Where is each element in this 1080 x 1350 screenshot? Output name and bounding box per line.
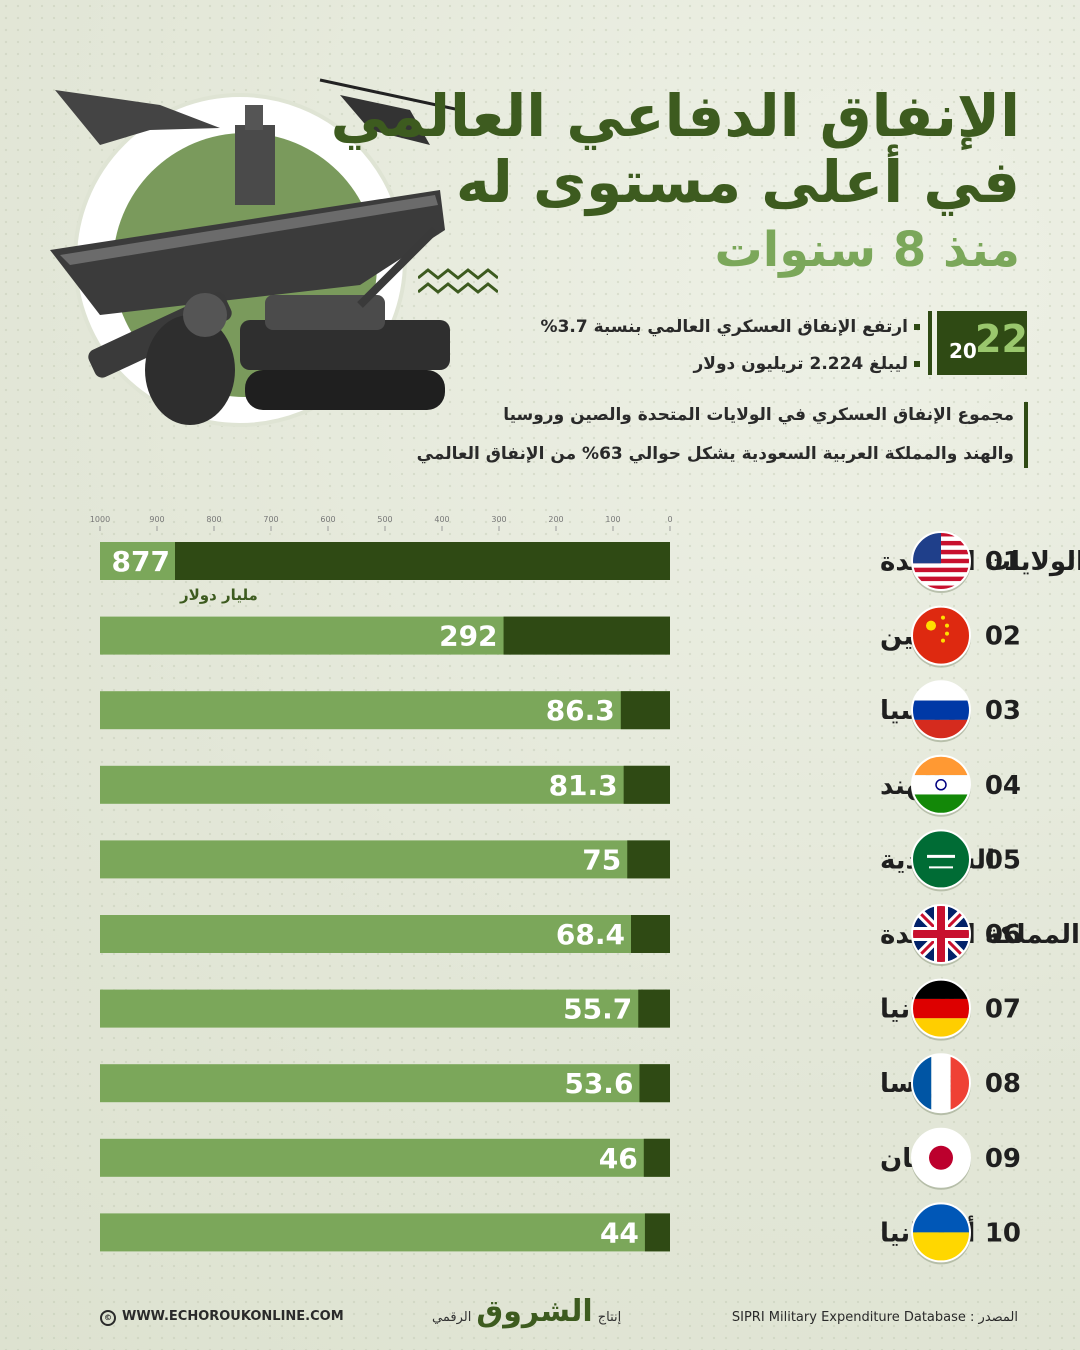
rank-number: 03 (985, 696, 1021, 726)
bar-track (100, 1138, 670, 1177)
source-footer: المصدر : SIPRI Military Expenditure Data… (731, 1310, 1018, 1325)
year-prefix: 20 (949, 339, 977, 363)
bar-value-label: 86.3 (546, 694, 615, 727)
bar-value (644, 1213, 670, 1252)
bar-value (503, 616, 670, 655)
uk-flag-icon (912, 905, 970, 963)
tick-label: 0 (667, 515, 672, 524)
rank-number: 08 (985, 1069, 1021, 1099)
china-flag-icon (912, 606, 970, 665)
zigzag-decoration (418, 268, 498, 294)
tick-label: 800 (206, 515, 221, 524)
bullet-icon (914, 324, 920, 330)
flag-ring (911, 605, 971, 666)
bar-track (100, 989, 670, 1028)
flag-ring (911, 1202, 971, 1263)
flag-ring (911, 978, 971, 1039)
rank-number: 07 (985, 995, 1021, 1025)
military-illustration (50, 78, 460, 427)
bar-value (639, 1064, 670, 1103)
highlight-text: ليبلغ 2.224 تريليون دولار (693, 354, 908, 374)
bar-track (100, 691, 670, 730)
bar-value-label: 44 (600, 1216, 639, 1249)
rank-number: 02 (985, 622, 1021, 652)
bar-track (100, 1213, 670, 1252)
rank-number: 09 (985, 1144, 1021, 1174)
bar-value (638, 989, 670, 1028)
japan-flag-icon (912, 1128, 970, 1187)
flag-ring (911, 754, 971, 815)
highlight-text: ارتفع الإنفاق العسكري العالمي بنسبة 3.7% (540, 317, 908, 337)
flag-ring (911, 1053, 971, 1114)
bar-track (100, 1064, 670, 1103)
bar-value (631, 915, 670, 953)
saudi-flag-icon (912, 830, 970, 889)
country-name: الولايات المتحدة (880, 547, 1080, 577)
accent-bar (1024, 402, 1028, 468)
brand-logo: الشروق (476, 1294, 593, 1329)
flag-ring (911, 829, 971, 890)
brand-prefix: إنتاج (597, 1310, 622, 1325)
rank-number: 10 (985, 1218, 1021, 1248)
tick-label: 900 (149, 515, 164, 524)
bar-value (170, 542, 671, 580)
tick-label: 300 (491, 515, 506, 524)
bar-value-label: 292 (439, 620, 497, 653)
tick-label: 200 (548, 515, 563, 524)
accent-bar (928, 311, 932, 375)
website-text: WWW.ECHOROUKONLINE.COM (122, 1309, 344, 1324)
highlight-3: مجموع الإنفاق العسكري في الولايات المتحد… (503, 405, 1014, 425)
title-line-1: الإنفاق الدفاعي العالمي (330, 82, 1020, 150)
bullet-icon (914, 361, 920, 367)
bar-value-label: 877 (112, 545, 170, 578)
rank-number: 05 (985, 845, 1021, 875)
bar-track (100, 840, 670, 879)
bar-value-label: 81.3 (549, 769, 618, 802)
title-line-2: في أعلى مستوى له (455, 148, 1020, 216)
country-name: المملكة المتحدة (880, 920, 1080, 950)
highlight-4: والهند والمملكة العربية السعودية يشكل حو… (416, 444, 1014, 464)
bar-value-label: 55.7 (563, 993, 632, 1026)
rank-number: 04 (985, 771, 1021, 801)
year-badge: 20 22 (937, 311, 1028, 375)
rank-number: 06 (985, 920, 1021, 950)
label-box (100, 542, 175, 580)
flag-ring (911, 531, 971, 591)
tick-label: 100 (605, 515, 620, 524)
tick-label: 700 (263, 515, 278, 524)
title-line-3: منذ 8 سنوات (714, 222, 1020, 278)
copyright-icon: © (100, 1310, 116, 1326)
bar-value-label: 75 (582, 843, 621, 876)
tick-label: 400 (434, 515, 449, 524)
tick-label: 1000 (90, 515, 110, 524)
flag-ring (911, 680, 971, 741)
rank-number: 01 (985, 547, 1021, 577)
tick-label: 600 (320, 515, 335, 524)
highlight-2: ليبلغ 2.224 تريليون دولار (694, 354, 920, 374)
brand-footer: إنتاج الشروق الرقمي (432, 1294, 621, 1329)
year-suffix: 22 (975, 317, 1028, 361)
bar-track (100, 915, 670, 953)
brand-suffix: الرقمي (432, 1310, 472, 1325)
bar-value (623, 765, 670, 804)
flag-ring (911, 1127, 971, 1188)
unit-label: مليار دولار (179, 586, 258, 604)
website-footer: © WWW.ECHOROUKONLINE.COM (100, 1309, 344, 1326)
bar-value (643, 1138, 670, 1177)
bar-value-label: 53.6 (564, 1067, 633, 1100)
tick-label: 500 (377, 515, 392, 524)
flag-ring (911, 904, 971, 964)
bar-value-label: 46 (599, 1142, 638, 1175)
bar-value (620, 691, 670, 730)
bar-value (627, 840, 670, 879)
bar-track (100, 765, 670, 804)
bar-value-label: 68.4 (556, 918, 625, 951)
highlight-1: ارتفع الإنفاق العسكري العالمي بنسبة 3.7% (541, 317, 920, 337)
us-flag-icon (912, 532, 970, 590)
